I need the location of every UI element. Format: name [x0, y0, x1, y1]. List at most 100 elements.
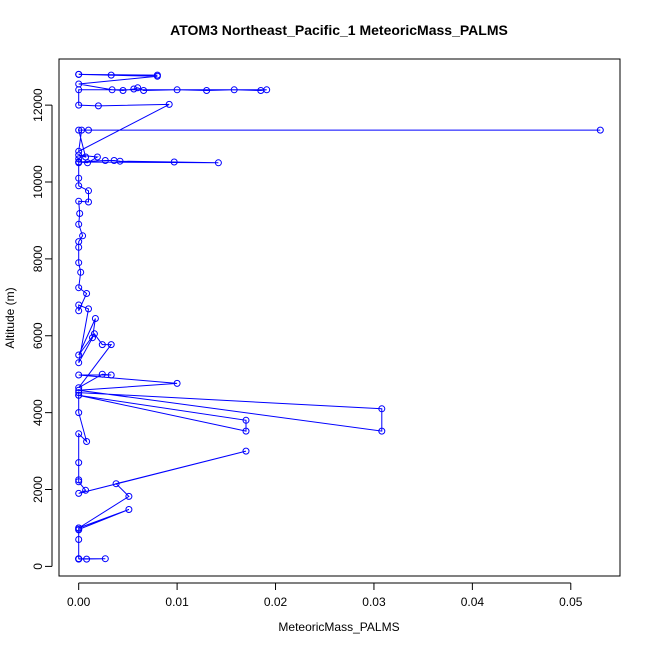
data-point	[75, 307, 83, 315]
data-point	[75, 158, 83, 166]
data-point	[75, 70, 83, 78]
data-point	[107, 71, 115, 79]
y-tick-label: 6000	[31, 322, 45, 349]
data-point	[170, 158, 178, 166]
data-point	[107, 341, 115, 349]
data-point	[214, 159, 222, 167]
data-point	[98, 341, 106, 349]
data-point	[90, 330, 98, 338]
x-axis-label: MeteoricMass_PALMS	[278, 620, 399, 634]
data-point	[83, 555, 91, 563]
y-tick-label: 12000	[31, 88, 45, 122]
plot-frame	[58, 58, 621, 577]
data-point	[98, 370, 106, 378]
data-point	[85, 198, 92, 206]
data-point	[130, 85, 138, 93]
data-point	[230, 86, 238, 94]
data-point	[75, 391, 83, 399]
y-axis-label: Altitude (m)	[3, 287, 17, 348]
data-point	[75, 220, 83, 228]
data-point	[242, 427, 250, 435]
data-point	[85, 187, 92, 195]
data-point	[79, 232, 87, 240]
data-point	[125, 506, 133, 513]
data-point	[75, 126, 83, 134]
data-point	[75, 351, 83, 359]
data-point	[85, 126, 92, 134]
data-point	[125, 492, 133, 500]
data-point	[378, 405, 386, 413]
series-line	[78, 73, 601, 560]
data-point	[77, 268, 85, 276]
x-tick-label: 0.01	[165, 595, 189, 609]
data-point	[78, 126, 86, 134]
data-point	[75, 182, 83, 190]
data-point	[94, 102, 102, 110]
data-point	[91, 315, 99, 322]
data-point	[107, 371, 115, 379]
data-point	[112, 480, 120, 488]
data-point	[153, 71, 161, 79]
x-tick-label: 0.05	[559, 595, 583, 609]
y-tick-label: 2000	[31, 476, 45, 503]
chart-title: ATOM3 Northeast_Pacific_1 MeteoricMass_P…	[170, 22, 508, 38]
data-point	[203, 87, 211, 94]
data-point	[134, 84, 142, 92]
data-point	[75, 384, 83, 392]
x-axis: 0.00 0.01 0.02 0.03 0.04 0.05	[67, 582, 583, 609]
data-point	[242, 416, 250, 424]
data-point	[242, 447, 250, 455]
data-point	[165, 100, 173, 108]
data-point	[75, 409, 83, 417]
y-tick-label: 4000	[31, 399, 45, 426]
data-point	[173, 86, 181, 94]
data-point	[83, 290, 91, 297]
data-point	[75, 459, 83, 467]
data-point	[83, 438, 91, 445]
data-point	[75, 238, 83, 246]
y-tick-label: 0	[31, 563, 45, 570]
data-point	[75, 101, 83, 109]
data-point	[75, 359, 83, 367]
data-point	[82, 486, 90, 494]
data-point	[101, 555, 109, 563]
data-point	[75, 259, 83, 267]
data-point	[75, 80, 83, 88]
data-point	[101, 157, 109, 164]
data-point	[75, 489, 83, 497]
x-tick-label: 0.00	[67, 595, 91, 609]
data-point	[76, 210, 84, 217]
data-point	[257, 87, 265, 94]
data-point	[75, 476, 83, 484]
data-point	[596, 126, 604, 134]
data-point	[173, 379, 181, 387]
data-point	[75, 536, 83, 543]
data-point	[75, 555, 83, 563]
data-point	[75, 151, 83, 159]
data-point	[75, 197, 83, 205]
data-point	[119, 87, 127, 94]
data-point	[89, 334, 96, 342]
y-tick-label: 8000	[31, 245, 45, 272]
data-point	[75, 386, 83, 394]
data-point	[82, 153, 90, 161]
data-point	[85, 305, 92, 313]
data-point	[75, 389, 83, 397]
data-point	[75, 524, 83, 532]
y-tick-label: 10000	[31, 165, 45, 199]
data-point	[108, 86, 116, 94]
data-point	[75, 284, 83, 292]
data-point	[378, 427, 386, 435]
series-layer	[75, 70, 604, 563]
y-axis: 0 2000 4000 6000 8000 10000 12000	[31, 88, 53, 570]
data-point	[75, 174, 83, 182]
x-tick-label: 0.04	[461, 595, 485, 609]
data-point	[75, 430, 83, 438]
data-point	[75, 147, 83, 155]
x-tick-label: 0.02	[264, 595, 288, 609]
data-point	[75, 478, 83, 486]
data-point	[75, 155, 83, 163]
x-tick-label: 0.03	[362, 595, 386, 609]
data-point	[93, 153, 101, 161]
